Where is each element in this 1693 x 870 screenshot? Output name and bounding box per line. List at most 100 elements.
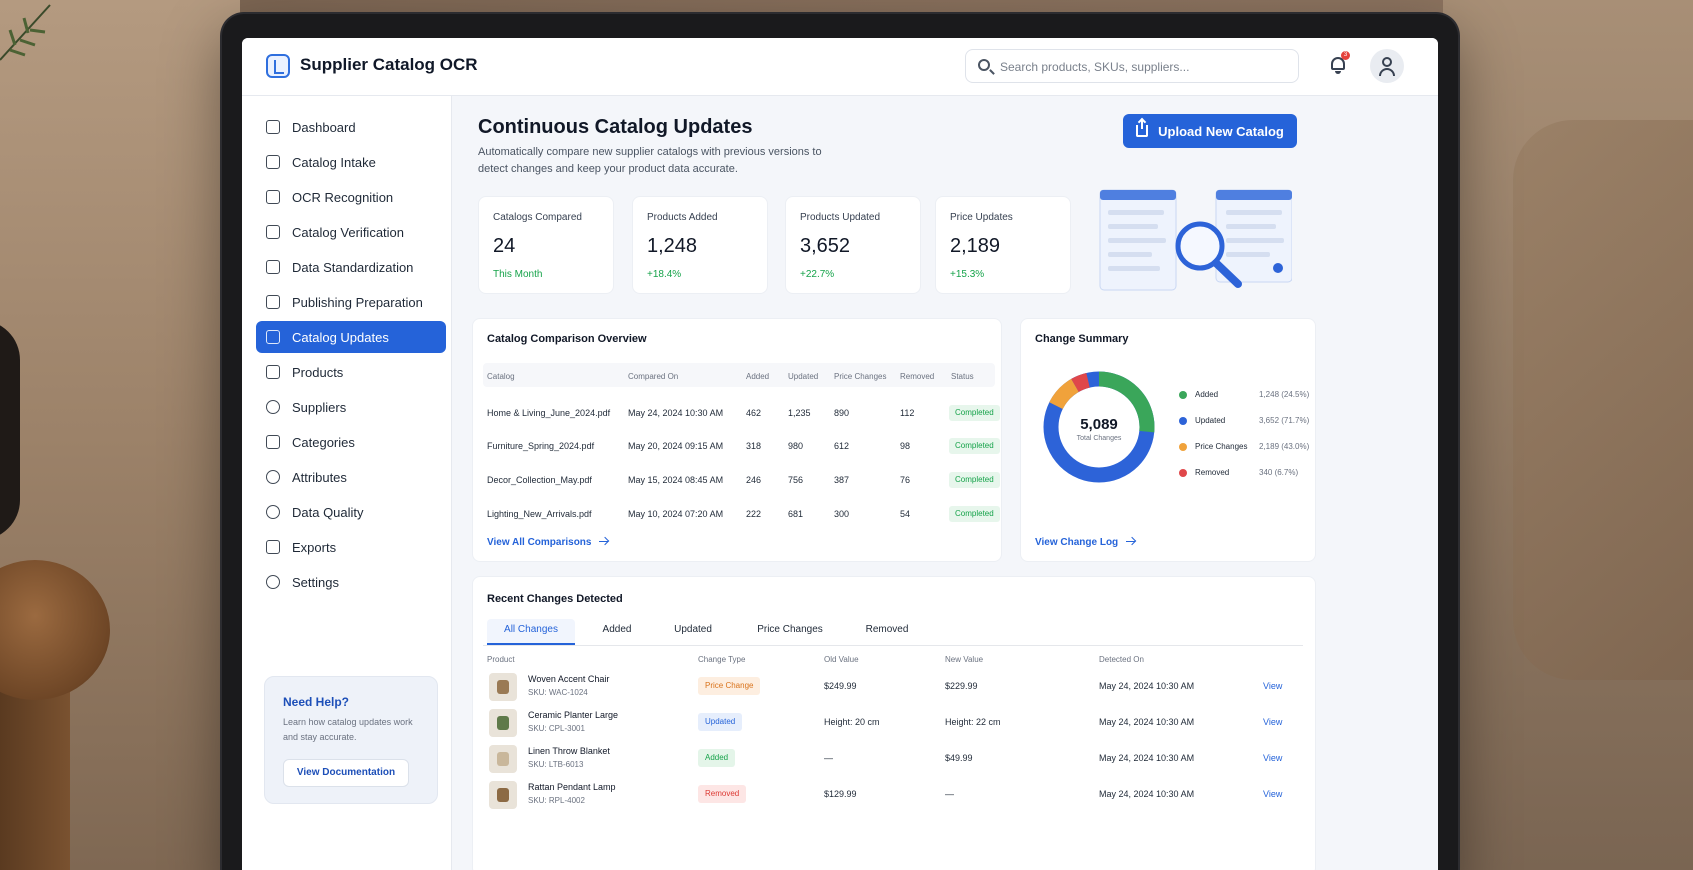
product-thumbnail bbox=[489, 781, 517, 809]
sidebar-item-catalog-verification[interactable]: Catalog Verification bbox=[256, 216, 446, 248]
sidebar-item-label: Catalog Verification bbox=[292, 224, 405, 240]
table-cell: 387 bbox=[834, 475, 850, 485]
sidebar-item-label: Publishing Preparation bbox=[292, 294, 423, 310]
publish-icon bbox=[266, 295, 280, 309]
old-value: $129.99 bbox=[824, 789, 857, 799]
view-link[interactable]: View bbox=[1263, 717, 1283, 727]
tab-all-changes[interactable]: All Changes bbox=[487, 619, 575, 645]
legend-dot-updated bbox=[1179, 417, 1187, 425]
product-name: Woven Accent Chair bbox=[528, 674, 610, 684]
table-cell: 980 bbox=[788, 441, 804, 451]
legend-dot-added bbox=[1179, 391, 1187, 399]
legend-value: 2,189 (43.0%) bbox=[1259, 442, 1310, 451]
stat-label: Products Updated bbox=[800, 212, 881, 223]
product-name: Ceramic Planter Large bbox=[528, 710, 619, 720]
notifications-button[interactable] bbox=[1329, 55, 1347, 75]
change-donut-chart bbox=[1043, 371, 1155, 483]
table-cell[interactable]: Decor_Collection_May.pdf bbox=[487, 475, 592, 485]
sidebar-item-data-quality[interactable]: Data Quality bbox=[256, 496, 446, 528]
table-header-background bbox=[483, 363, 995, 387]
table-cell[interactable]: Furniture_Spring_2024.pdf bbox=[487, 441, 595, 451]
table-cell: 98 bbox=[900, 441, 911, 451]
stat-delta: This Month bbox=[493, 269, 543, 280]
new-value: $49.99 bbox=[945, 753, 973, 763]
product-thumbnail bbox=[489, 745, 517, 773]
notification-badge: 3 bbox=[1341, 51, 1350, 60]
change-type-badge: Removed bbox=[698, 785, 747, 803]
sidebar-item-exports[interactable]: Exports bbox=[256, 531, 446, 563]
tab-updated[interactable]: Updated bbox=[674, 624, 712, 635]
recent-changes-card: Recent Changes Detected All Changes Adde… bbox=[472, 576, 1316, 870]
top-bar: Supplier Catalog OCR 3 bbox=[242, 38, 1438, 96]
table-cell: 890 bbox=[834, 408, 850, 418]
stat-label: Catalogs Compared bbox=[493, 212, 582, 223]
standardize-icon bbox=[266, 260, 280, 274]
user-avatar-button[interactable] bbox=[1370, 49, 1404, 83]
stat-delta: +18.4% bbox=[647, 269, 682, 280]
stat-delta: +15.3% bbox=[950, 269, 985, 280]
old-value: — bbox=[824, 753, 833, 763]
sidebar-item-dashboard[interactable]: Dashboard bbox=[256, 111, 446, 143]
tab-divider bbox=[483, 645, 1303, 646]
sidebar-item-products[interactable]: Products bbox=[256, 356, 446, 388]
product-name: Rattan Pendant Lamp bbox=[528, 782, 616, 792]
sidebar-item-suppliers[interactable]: Suppliers bbox=[256, 391, 446, 423]
main-content: Continuous Catalog Updates Automatically… bbox=[452, 96, 1438, 870]
legend-label: Removed bbox=[1195, 468, 1230, 477]
view-link[interactable]: View bbox=[1263, 681, 1283, 691]
column-header: Change Type bbox=[698, 655, 746, 664]
donut-total-label: Total Changes bbox=[1076, 435, 1122, 442]
table-cell[interactable]: Lighting_New_Arrivals.pdf bbox=[487, 509, 592, 519]
search-box[interactable] bbox=[965, 49, 1299, 83]
view-change-log-link[interactable]: View Change Log bbox=[1035, 537, 1136, 548]
users-icon bbox=[266, 400, 280, 414]
view-all-comparisons-link[interactable]: View All Comparisons bbox=[487, 537, 609, 548]
download-icon bbox=[266, 540, 280, 554]
column-header: Detected On bbox=[1099, 655, 1144, 664]
sidebar-item-data-standardization[interactable]: Data Standardization bbox=[256, 251, 446, 283]
sidebar-item-ocr-recognition[interactable]: OCR Recognition bbox=[256, 181, 446, 213]
comparison-title: Catalog Comparison Overview bbox=[487, 333, 647, 345]
table-cell: 681 bbox=[788, 509, 804, 519]
view-link[interactable]: View bbox=[1263, 753, 1283, 763]
sidebar-item-attributes[interactable]: Attributes bbox=[256, 461, 446, 493]
legend-dot-removed bbox=[1179, 469, 1187, 477]
old-value: Height: 20 cm bbox=[824, 717, 880, 727]
sidebar-item-categories[interactable]: Categories bbox=[256, 426, 446, 458]
sidebar-item-settings[interactable]: Settings bbox=[256, 566, 446, 598]
table-cell: 756 bbox=[788, 475, 804, 485]
view-documentation-button[interactable]: View Documentation bbox=[283, 759, 409, 787]
table-cell: 112 bbox=[900, 408, 915, 418]
table-cell: 318 bbox=[746, 441, 762, 451]
tab-price-changes[interactable]: Price Changes bbox=[757, 624, 823, 635]
sidebar-item-catalog-intake[interactable]: Catalog Intake bbox=[256, 146, 446, 178]
product-sku: SKU: CPL-3001 bbox=[528, 724, 585, 733]
sidebar-item-catalog-updates[interactable]: Catalog Updates bbox=[256, 321, 446, 353]
status-badge: Completed bbox=[949, 506, 1000, 522]
table-cell[interactable]: Home & Living_June_2024.pdf bbox=[487, 408, 611, 418]
stat-value: 24 bbox=[493, 235, 516, 257]
table-cell: 612 bbox=[834, 441, 850, 451]
gear-icon bbox=[266, 575, 280, 589]
detected-on: May 24, 2024 10:30 AM bbox=[1099, 753, 1195, 763]
app-screen: Supplier Catalog OCR 3 Dashboard Catalog… bbox=[242, 38, 1438, 870]
view-link[interactable]: View bbox=[1263, 789, 1283, 799]
folder-icon bbox=[266, 435, 280, 449]
upload-catalog-button[interactable]: Upload New Catalog bbox=[1123, 114, 1297, 148]
catalog-comparison-illustration bbox=[1099, 189, 1292, 291]
tab-removed[interactable]: Removed bbox=[865, 624, 909, 635]
table-cell: May 15, 2024 08:45 AM bbox=[628, 475, 724, 485]
status-badge: Completed bbox=[949, 472, 1000, 488]
arrow-right-icon bbox=[599, 540, 609, 543]
column-header: Compared On bbox=[628, 372, 679, 381]
status-badge: Completed bbox=[949, 438, 1000, 454]
stat-card-price-updates: Price Updates 2,189 +15.3% bbox=[935, 196, 1071, 294]
detected-on: May 24, 2024 10:30 AM bbox=[1099, 681, 1195, 691]
search-input[interactable] bbox=[1000, 57, 1290, 77]
recent-title: Recent Changes Detected bbox=[487, 593, 623, 605]
tab-added[interactable]: Added bbox=[602, 624, 632, 635]
link-label: View All Comparisons bbox=[487, 537, 592, 548]
product-thumbnail bbox=[489, 673, 517, 701]
upload-icon bbox=[1136, 119, 1149, 137]
sidebar-item-publishing-preparation[interactable]: Publishing Preparation bbox=[256, 286, 446, 318]
